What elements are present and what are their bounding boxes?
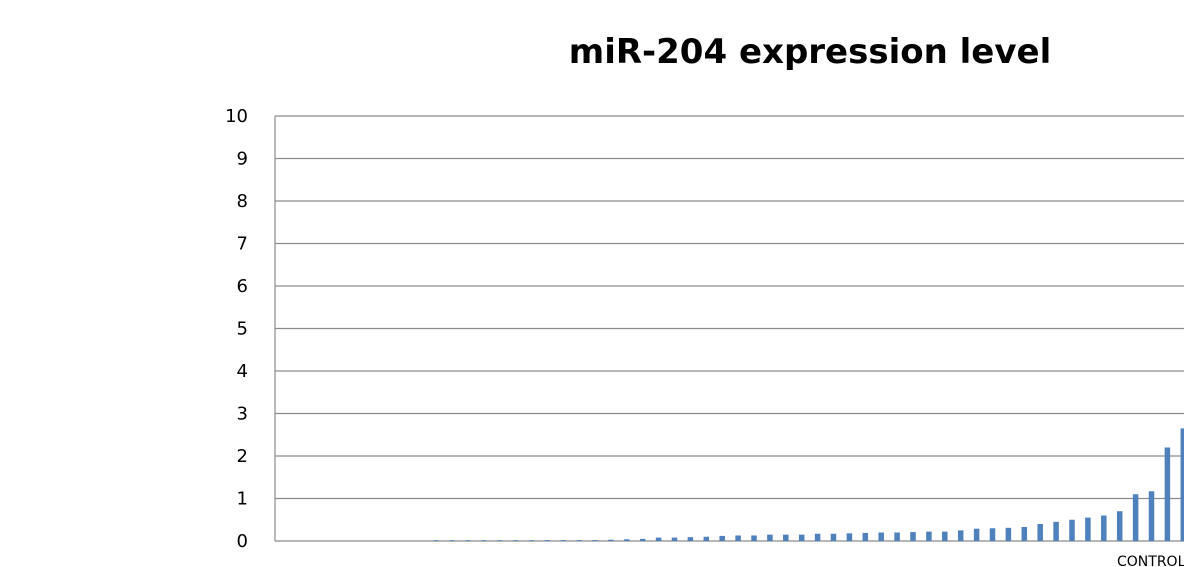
bar-s1-44: [1116, 511, 1123, 541]
y-tick-label-1: 1: [237, 489, 248, 510]
bar-s1-7: [528, 540, 535, 541]
bar-s1-27: [846, 533, 853, 541]
bar-s1-46: [1148, 491, 1155, 541]
bar-s1-31: [910, 532, 916, 541]
bar-s1-17: [687, 537, 694, 541]
y-tick-label-7: 7: [237, 234, 248, 255]
bar-s1-20: [735, 535, 741, 541]
bar-s1-28: [862, 532, 869, 541]
bars: [433, 428, 1184, 541]
gridlines: [275, 115, 1184, 542]
bar-s1-14: [639, 538, 646, 541]
bar-s1-47: [1164, 447, 1171, 541]
bar-s1-33: [942, 531, 948, 541]
bar-s1-29: [878, 532, 884, 541]
bar-s1-34: [957, 530, 964, 541]
bar-s1-38: [1021, 526, 1028, 541]
bar-s1-22: [767, 534, 773, 541]
bar-s1-24: [798, 534, 805, 541]
bar-s1-42: [1085, 517, 1091, 541]
chart-title: miR-204 expression level: [568, 32, 1052, 72]
bar-s1-18: [703, 536, 710, 541]
y-tick-label-0: 0: [237, 531, 248, 552]
bar-s1-43: [1101, 515, 1107, 541]
bar-s1-16: [671, 537, 678, 541]
y-tick-label-10: 10: [225, 106, 248, 127]
bar-s1-26: [830, 533, 837, 541]
bar-s1-25: [814, 533, 821, 541]
bar-s1-4: [480, 540, 487, 541]
bar-s1-6: [512, 540, 519, 541]
y-tick-label-5: 5: [237, 319, 248, 340]
bar-s1-35: [973, 528, 980, 541]
bar-s1-12: [608, 539, 614, 541]
bar-s1-48: [1180, 428, 1184, 541]
y-tick-label-3: 3: [237, 404, 248, 425]
bar-s1-5: [496, 540, 503, 541]
bar-s1-15: [655, 537, 662, 541]
bar-s1-32: [926, 531, 932, 541]
bar-s1-3: [465, 540, 471, 541]
bar-s1-9: [560, 540, 566, 541]
bar-s1-23: [783, 534, 789, 541]
y-tick-label-8: 8: [237, 191, 248, 212]
y-tick-label-9: 9: [237, 149, 248, 170]
bar-s1-36: [989, 528, 996, 541]
y-tick-label-4: 4: [237, 361, 248, 382]
bar-s1-41: [1069, 519, 1075, 541]
bar-s1-40: [1053, 521, 1059, 541]
bar-s1-13: [624, 539, 630, 541]
bar-s1-39: [1037, 524, 1043, 541]
tick-labels: 0 1 2 3 4 5 6 7 8 9 10 CONTROL: [225, 106, 1184, 567]
bar-s1-2: [449, 540, 455, 541]
bar-s1-37: [1005, 527, 1012, 541]
bar-s1-10: [576, 540, 582, 541]
bar-s1-30: [894, 532, 900, 541]
bar-s1-19: [719, 535, 725, 541]
category-label-1: CONTROL: [1117, 554, 1184, 567]
bar-s1-11: [592, 540, 598, 541]
y-tick-label-6: 6: [237, 276, 248, 297]
bar-s1-8: [544, 540, 551, 541]
bar-s1-1: [433, 540, 439, 541]
y-tick-label-2: 2: [237, 446, 248, 467]
bar-s1-21: [751, 535, 757, 541]
bar-s1-45: [1132, 494, 1139, 541]
